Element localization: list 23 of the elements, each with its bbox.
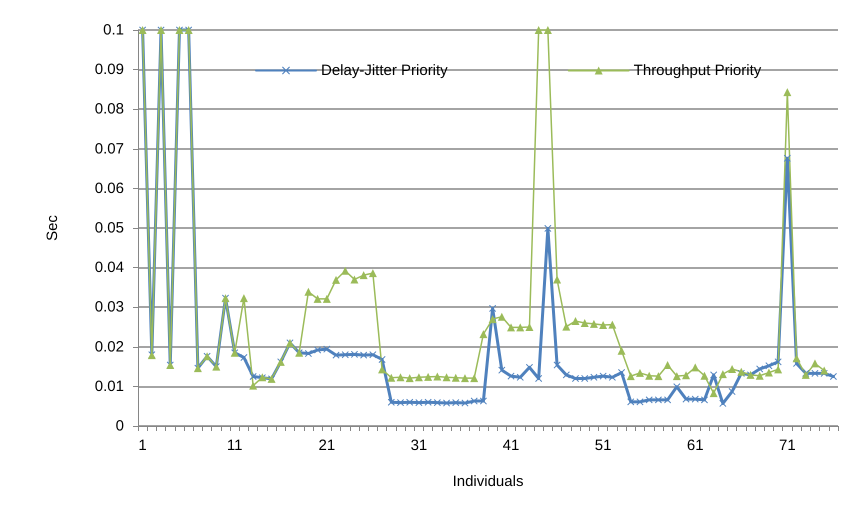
- x-tick-label: 11: [226, 437, 242, 454]
- y-tick-label: 0.01: [94, 378, 124, 395]
- y-axis-title: Sec: [44, 214, 61, 241]
- legend-label: Delay-Jitter Priority: [321, 62, 448, 79]
- x-tick-label: 1: [138, 437, 147, 454]
- y-tick-label: 0.06: [94, 180, 124, 197]
- y-tick-label: 0.05: [94, 220, 124, 236]
- y-tick-label: 0.02: [94, 338, 124, 356]
- x-tick-label: 61: [686, 437, 704, 454]
- x-tick-label: 31: [410, 437, 428, 454]
- legend-label: Throughput Priority: [634, 62, 762, 79]
- y-tick-label: 0: [116, 418, 124, 434]
- y-tick-label: 0.07: [94, 140, 124, 158]
- y-tick-label: 0.04: [94, 259, 124, 276]
- y-tick-label: 0.08: [94, 100, 124, 118]
- x-axis-title: Individuals: [452, 473, 524, 490]
- x-tick-label: 21: [318, 437, 336, 454]
- x-tick-label: 41: [502, 437, 520, 454]
- x-tick-label: 51: [594, 437, 612, 454]
- y-tick-label: 0.03: [94, 298, 124, 316]
- y-tick-label: 0.1: [103, 22, 124, 38]
- y-tick-label: 0.09: [94, 61, 124, 78]
- x-tick-label: 71: [779, 437, 796, 454]
